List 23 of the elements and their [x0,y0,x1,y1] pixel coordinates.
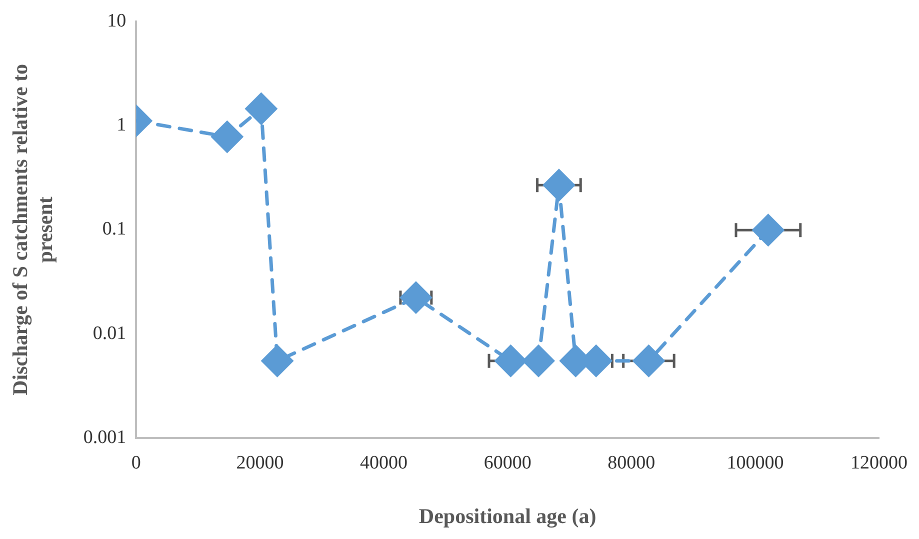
point [211,121,243,153]
point [522,345,554,377]
point [752,214,784,246]
y-tick-label: 10 [107,10,126,32]
x-tick-label: 0 [131,452,141,474]
y-tick-label: 0.01 [92,322,126,344]
point [494,345,526,377]
x-tick-label: 120000 [850,452,908,474]
x-tick-label: 60000 [484,452,532,474]
y-axis-title: Discharge of S catchments relative to present [8,64,58,396]
y-tick-label: 0.001 [83,426,126,448]
point [262,345,294,377]
y-tick-label: 1 [116,114,126,136]
x-tick-label: 40000 [360,452,408,474]
point [400,282,432,314]
x-tick-label: 80000 [608,452,656,474]
x-tick-label: 100000 [726,452,784,474]
point [543,169,575,201]
x-axis-title: Depositional age (a) [418,504,596,528]
point [245,92,277,124]
y-tick-label: 0.1 [102,218,126,240]
point [632,345,664,377]
x-tick-label: 20000 [236,452,284,474]
